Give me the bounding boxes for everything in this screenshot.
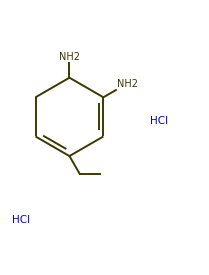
- Text: NH2: NH2: [59, 52, 80, 62]
- Text: NH2: NH2: [117, 79, 138, 89]
- Text: HCl: HCl: [150, 116, 168, 126]
- Text: HCl: HCl: [12, 215, 30, 225]
